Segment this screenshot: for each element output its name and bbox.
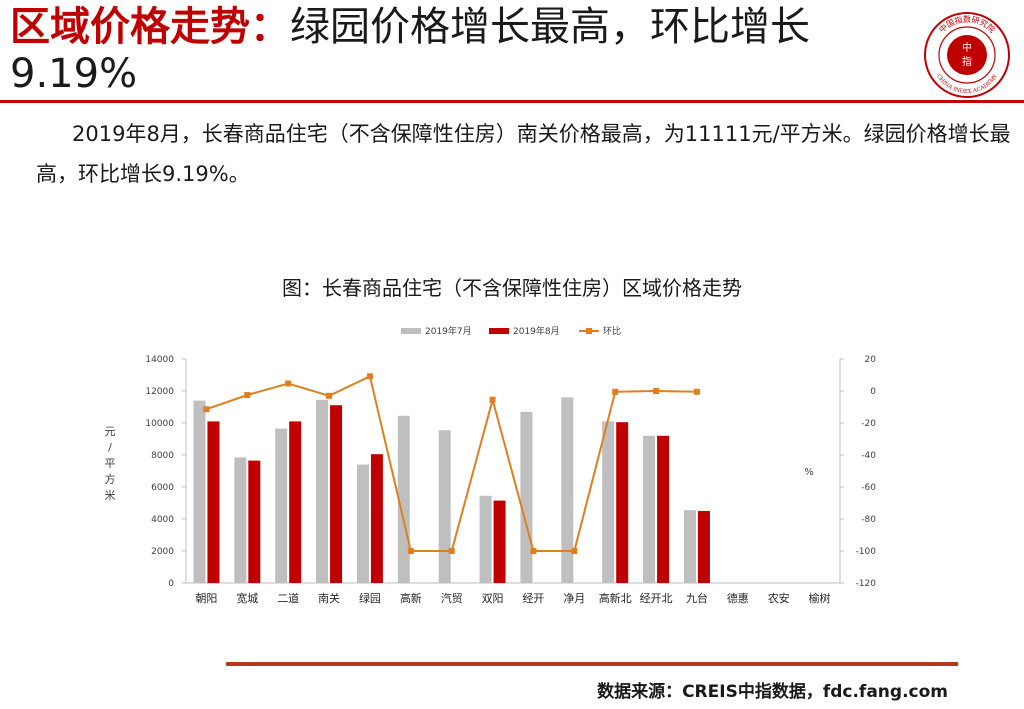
line-marker [489, 396, 496, 403]
x-tick-label: 净月 [563, 591, 585, 605]
header-divider [0, 100, 1024, 103]
legend-swatch [401, 328, 421, 334]
x-tick-label: 朝阳 [195, 592, 217, 605]
data-source: 数据来源：CREIS中指数据，fdc.fang.com [597, 682, 948, 702]
bar-jul [275, 428, 288, 583]
legend-label: 环比 [603, 325, 621, 337]
summary-paragraph: 2019年8月，长春商品住宅（不含保障性住房）南关价格最高，为11111元/平方… [36, 114, 1011, 194]
bar-aug [616, 422, 629, 583]
page-title: 区域价格走势：绿园价格增长最高，环比增长 9.19% [10, 2, 910, 96]
title-text-line2: 9.19% [10, 51, 138, 97]
x-tick-label: 九台 [686, 591, 708, 605]
x-tick-label: 农安 [768, 591, 790, 605]
bar-aug [370, 454, 383, 583]
line-marker [612, 388, 619, 395]
right-tick-label: 0 [870, 387, 876, 397]
left-tick-label: 0 [168, 579, 174, 589]
line-marker [203, 406, 210, 413]
left-tick-label: 12000 [145, 387, 174, 397]
line-marker [244, 392, 251, 398]
line-marker [693, 388, 700, 395]
line-marker [285, 380, 292, 387]
bar-jul [316, 399, 329, 583]
line-marker [448, 548, 455, 554]
bar-jul [561, 397, 574, 583]
right-tick-label: -100 [856, 547, 877, 557]
line-marker [653, 388, 660, 394]
y-axis-label-char: 方 [105, 472, 116, 486]
x-tick-label: 二道 [277, 591, 299, 605]
bar-aug [289, 421, 302, 583]
footer-divider [226, 662, 958, 666]
line-marker [326, 392, 333, 399]
y-axis-label-char: 平 [105, 457, 116, 470]
x-tick-label: 绿园 [359, 591, 381, 605]
bar-jul [438, 430, 451, 583]
line-marker [407, 548, 414, 554]
bar-aug [207, 421, 220, 583]
x-tick-label: 经开北 [640, 592, 673, 605]
bar-aug [248, 460, 261, 583]
x-tick-label: 双阳 [482, 592, 504, 605]
y-axis-label-char: / [108, 441, 112, 454]
legend-label: 2019年7月 [425, 325, 472, 337]
bar-aug [697, 511, 710, 583]
logo-center-top: 中 [962, 41, 972, 54]
legend-swatch-marker [586, 328, 592, 334]
left-tick-label: 8000 [151, 451, 174, 461]
y-axis-label-char: 米 [105, 489, 116, 502]
chart-title: 图：长春商品住宅（不含保障性住房）区域价格走势 [282, 276, 742, 300]
left-tick-label: 10000 [145, 419, 174, 429]
bar-jul [643, 435, 656, 583]
title-highlight: 区域价格走势： [10, 4, 290, 50]
bar-jul [479, 495, 492, 583]
right-tick-label: 20 [865, 355, 877, 365]
x-tick-label: 高新 [400, 591, 422, 605]
bar-aug [330, 405, 343, 583]
bar-aug [657, 435, 670, 583]
left-tick-label: 6000 [151, 483, 174, 493]
logo-center-bottom: 指 [962, 55, 972, 68]
line-marker [366, 373, 373, 380]
line-marker [530, 548, 537, 554]
bar-jul [234, 457, 247, 583]
left-tick-label: 4000 [151, 515, 174, 525]
bar-jul [397, 415, 410, 583]
right-tick-label: -120 [856, 579, 877, 589]
legend-label: 2019年8月 [513, 325, 560, 337]
y2-axis-label: % [804, 467, 814, 478]
bar-jul [520, 411, 533, 583]
x-tick-label: 南关 [318, 591, 340, 605]
right-tick-label: -20 [861, 419, 876, 429]
x-tick-label: 经开 [522, 592, 544, 605]
china-index-academy-logo: 中 指 中国指数研究院 CHINA INDEX ACADEMY [924, 12, 1010, 98]
price-trend-chart: 0 2000 4000 6000 8000 10000 12000 14000 -120 -100… [105, 325, 877, 605]
left-tick-label: 14000 [145, 355, 174, 365]
bar-jul [683, 510, 696, 583]
line-marker [571, 548, 578, 554]
x-tick-label: 高新北 [599, 591, 632, 605]
x-tick-label: 宽城 [236, 591, 258, 605]
logo-ring-bottom: CHINA INDEX ACADEMY [935, 73, 999, 95]
title-text: 绿园价格增长最高，环比增长 [290, 4, 810, 50]
summary-text: 2019年8月，长春商品住宅（不含保障性住房）南关价格最高，为11111元/平方… [36, 122, 1011, 186]
left-tick-label: 2000 [151, 547, 174, 557]
right-tick-label: -80 [861, 515, 876, 525]
bar-jul [193, 400, 206, 583]
right-tick-label: -40 [861, 451, 876, 461]
right-tick-label: -60 [861, 483, 876, 493]
legend-swatch [489, 328, 509, 334]
x-tick-label: 汽贸 [441, 591, 463, 605]
bar-jul [356, 464, 369, 583]
bar-jul [602, 421, 615, 583]
logo-ring-top: 中国指数研究院 [937, 14, 998, 35]
x-tick-label: 榆树 [809, 591, 831, 605]
x-tick-label: 德惠 [727, 591, 749, 605]
y-axis-label-char: 元 [105, 425, 116, 438]
bar-aug [493, 500, 506, 583]
